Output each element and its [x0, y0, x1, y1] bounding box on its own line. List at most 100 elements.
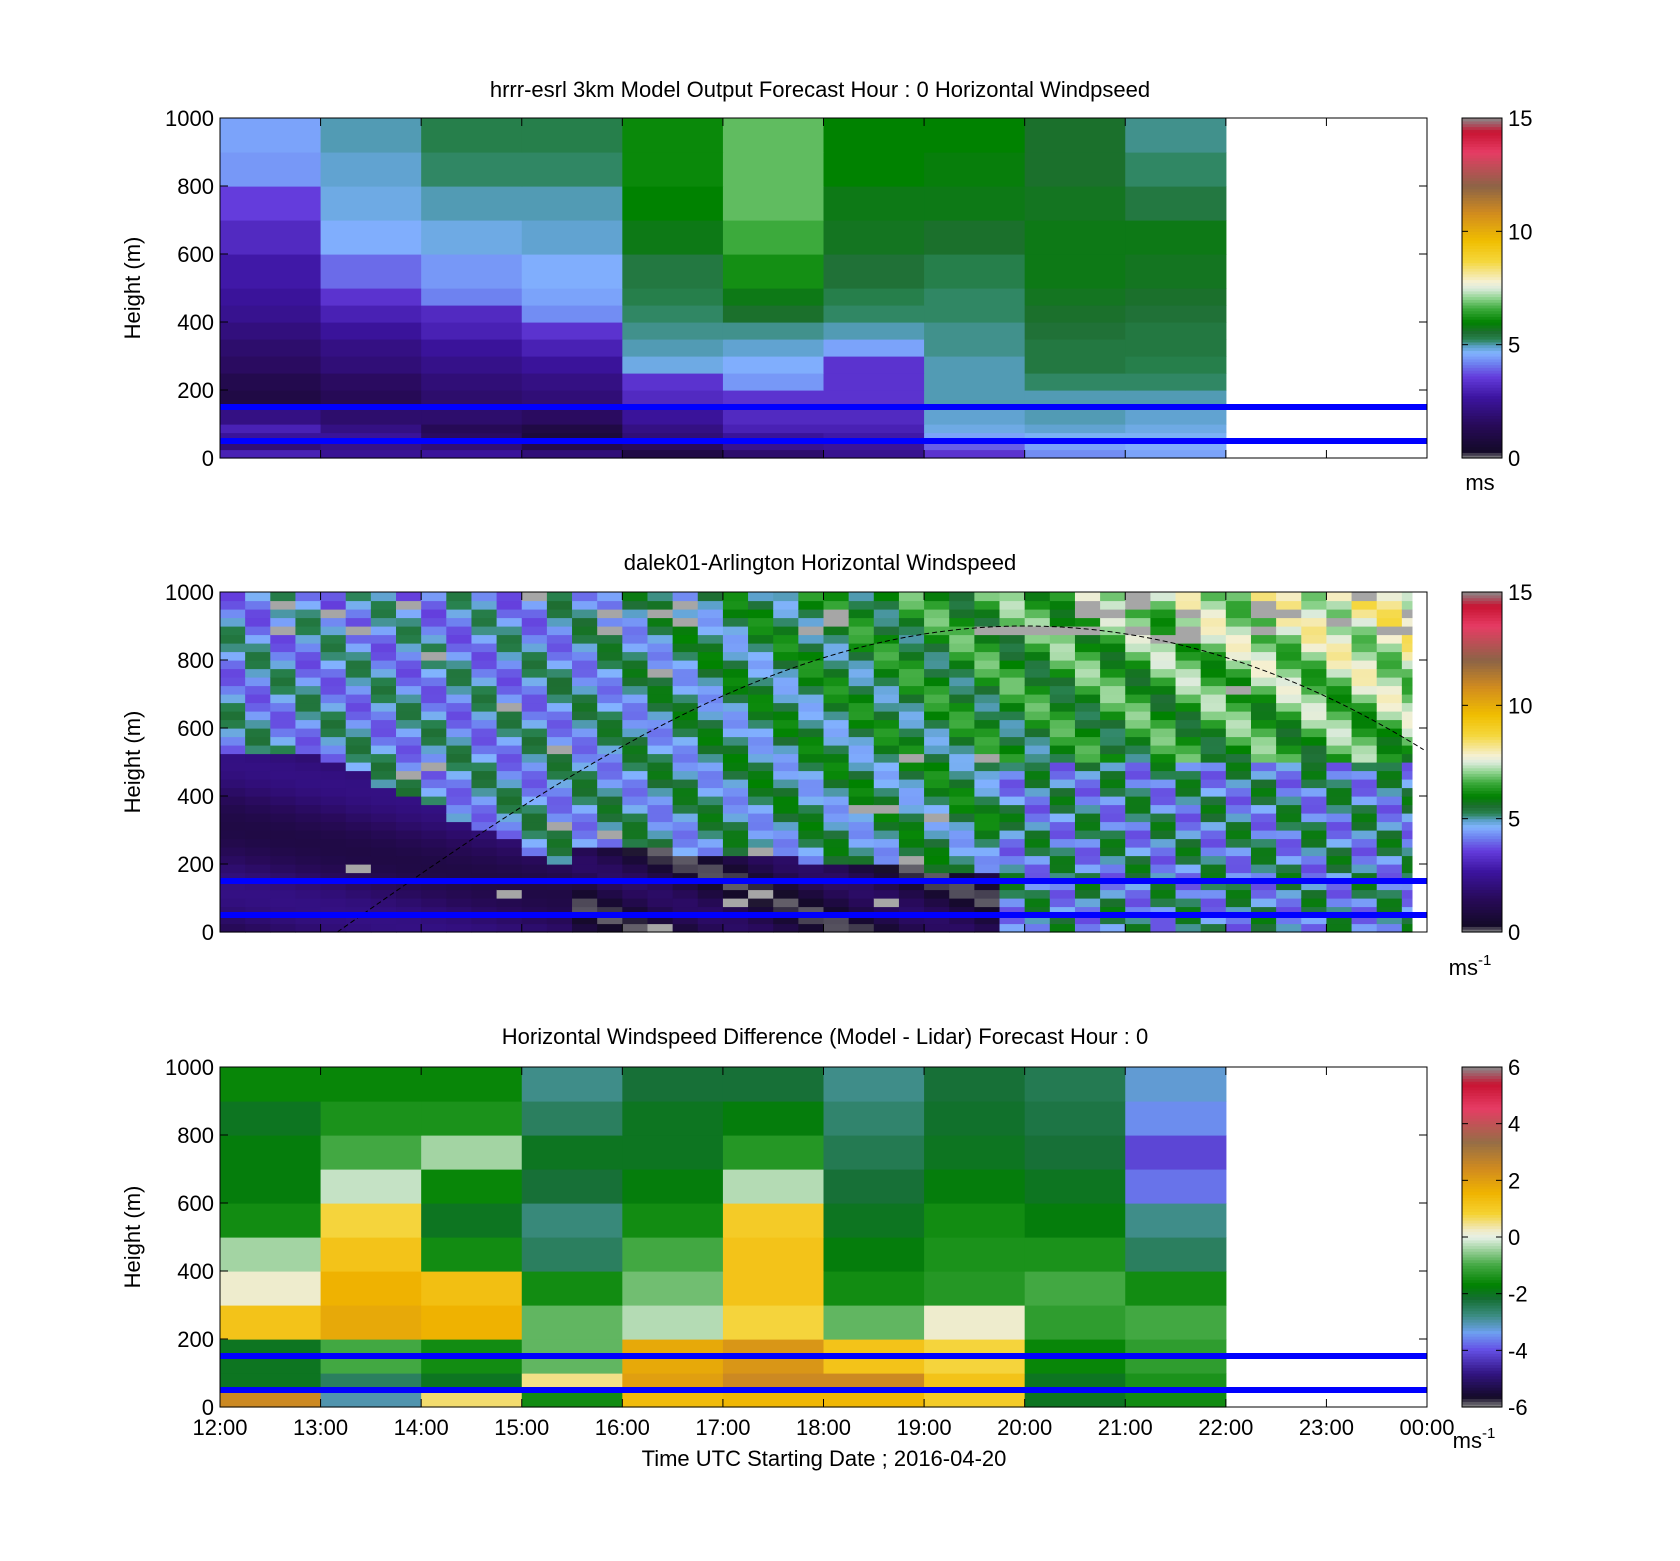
heatmap-cell — [471, 855, 498, 865]
heatmap-cell — [521, 813, 548, 823]
heatmap-cell — [873, 830, 900, 840]
panel-difference-heatmap — [220, 1067, 1227, 1408]
heatmap-cell — [1376, 694, 1403, 704]
heatmap-cell — [722, 864, 749, 874]
heatmap-cell — [320, 872, 347, 882]
colorbar-swatch — [1462, 194, 1502, 198]
colorbar-swatch — [1462, 1336, 1502, 1340]
heatmap-cell — [521, 449, 623, 459]
heatmap-cell — [722, 779, 749, 789]
heatmap-cell — [949, 898, 975, 908]
heatmap-cell — [622, 711, 649, 721]
heatmap-cell — [597, 651, 623, 661]
heatmap-cell — [1301, 728, 1328, 738]
heatmap-cell — [1225, 915, 1252, 925]
panel-difference-colorbar-unit: ms-1 — [1453, 1425, 1496, 1453]
y-tick-label: 600 — [177, 716, 214, 741]
heatmap-cell — [521, 424, 623, 434]
heatmap-cell — [773, 770, 799, 780]
heatmap-cell — [597, 898, 623, 908]
heatmap-cell — [672, 898, 699, 908]
heatmap-cell — [1351, 643, 1378, 653]
heatmap-cell — [345, 677, 372, 687]
heatmap-cell — [220, 220, 322, 255]
heatmap-cell — [597, 762, 623, 772]
x-tick-label: 12:00 — [192, 1415, 247, 1440]
heatmap-cell — [1175, 923, 1202, 933]
heatmap-cell — [421, 821, 447, 831]
colorbar-swatch — [1462, 864, 1502, 868]
heatmap-cell — [1351, 838, 1378, 848]
heatmap-cell — [521, 1305, 623, 1340]
heatmap-cell — [245, 626, 271, 636]
heatmap-cell — [446, 796, 473, 806]
heatmap-cell — [672, 881, 699, 891]
heatmap-cell — [270, 770, 297, 780]
heatmap-cell — [773, 881, 799, 891]
heatmap-cell — [1401, 677, 1413, 687]
heatmap-cell — [898, 694, 925, 704]
heatmap-cell — [1225, 736, 1252, 746]
heatmap-cell — [898, 762, 925, 772]
heatmap-cell — [722, 118, 825, 153]
heatmap-cell — [295, 881, 322, 891]
heatmap-cell — [521, 305, 623, 323]
heatmap-cell — [1276, 804, 1302, 814]
heatmap-cell — [672, 685, 699, 695]
heatmap-cell — [622, 186, 724, 221]
heatmap-cell — [1326, 702, 1353, 712]
heatmap-cell — [848, 736, 875, 746]
heatmap-cell — [1049, 813, 1076, 823]
heatmap-cell — [823, 872, 850, 882]
heatmap-cell — [1024, 1067, 1126, 1102]
heatmap-cell — [270, 617, 297, 627]
heatmap-cell — [320, 643, 347, 653]
heatmap-cell — [1100, 694, 1126, 704]
heatmap-cell — [1125, 830, 1151, 840]
heatmap-cell — [722, 906, 749, 916]
heatmap-cell — [999, 906, 1026, 916]
heatmap-cell — [546, 626, 573, 636]
heatmap-cell — [823, 305, 925, 323]
heatmap-cell — [1250, 753, 1277, 763]
colorbar-swatch — [1462, 324, 1502, 329]
heatmap-cell — [622, 770, 649, 780]
heatmap-cell — [1024, 643, 1051, 653]
heatmap-cell — [597, 719, 623, 729]
heatmap-cell — [1125, 898, 1151, 908]
heatmap-cell — [1125, 356, 1227, 374]
heatmap-cell — [1351, 685, 1378, 695]
heatmap-cell — [320, 770, 347, 780]
heatmap-cell — [722, 915, 749, 925]
heatmap-cell — [421, 762, 447, 772]
colorbar-swatch — [1462, 722, 1502, 726]
heatmap-cell — [1225, 592, 1252, 602]
heatmap-cell — [1326, 592, 1353, 602]
heatmap-cell — [370, 838, 397, 848]
heatmap-cell — [924, 881, 950, 891]
heatmap-cell — [1401, 923, 1413, 933]
heatmap-cell — [471, 906, 498, 916]
heatmap-cell — [496, 872, 523, 882]
heatmap-cell — [345, 898, 372, 908]
heatmap-cell — [471, 898, 498, 908]
heatmap-cell — [1024, 1169, 1126, 1204]
heatmap-cell — [345, 915, 372, 925]
colorbar-swatch — [1462, 1358, 1502, 1363]
heatmap-cell — [1376, 685, 1403, 695]
heatmap-cell — [823, 787, 850, 797]
heatmap-cell — [672, 770, 699, 780]
heatmap-cell — [722, 1169, 825, 1204]
colorbar-swatch — [1462, 387, 1502, 391]
heatmap-cell — [496, 668, 523, 678]
heatmap-cell — [1200, 634, 1227, 644]
heatmap-cell — [1024, 694, 1051, 704]
heatmap-cell — [521, 787, 548, 797]
heatmap-cell — [521, 838, 548, 848]
heatmap-cell — [471, 617, 498, 627]
heatmap-cell — [572, 600, 598, 610]
heatmap-cell — [798, 872, 825, 882]
heatmap-cell — [823, 449, 925, 459]
heatmap-cell — [924, 906, 950, 916]
heatmap-cell — [722, 322, 825, 340]
